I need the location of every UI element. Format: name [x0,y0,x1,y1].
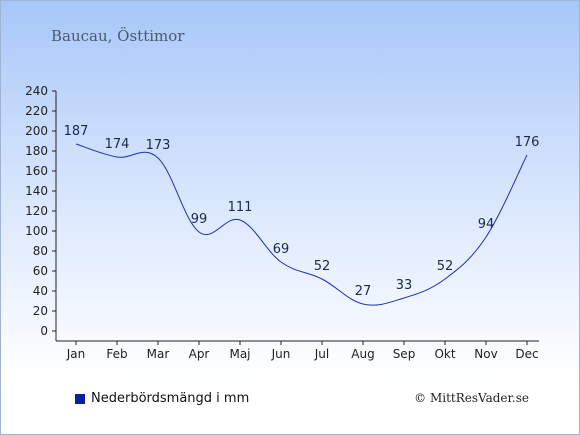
x-tick-label: Jun [271,347,291,361]
data-label: 27 [355,284,372,299]
copyright-notice: © MittResVader.se [414,391,529,405]
x-tick-label: Aug [351,347,374,361]
y-tick-label: 20 [33,304,48,318]
data-label: 94 [478,217,495,232]
y-tick-label: 0 [40,324,48,338]
series-line [75,143,528,306]
x-tick-label: Nov [474,347,497,361]
x-tick-label: Dec [515,347,538,361]
data-label: 99 [191,212,208,227]
y-tick-label: 120 [25,204,48,218]
y-tick-label: 220 [25,104,48,118]
data-label: 52 [314,259,331,274]
x-tick-label: Jan [66,347,86,361]
data-label: 69 [273,242,290,257]
legend-label: Nederbördsmängd i mm [91,391,250,406]
legend-swatch [75,393,85,404]
y-tick-label: 140 [25,184,48,198]
y-tick-label: 200 [25,124,48,138]
x-tick-label: Mar [147,347,170,361]
y-tick-label: 80 [33,244,48,258]
x-tick-label: Jul [314,347,329,361]
y-tick-label: 180 [25,144,48,158]
y-tick-label: 40 [33,284,48,298]
x-tick-label: Maj [229,347,250,361]
y-tick-label: 160 [25,164,48,178]
data-label: 187 [64,124,89,139]
x-tick-label: Feb [106,347,127,361]
y-tick-label: 100 [25,224,48,238]
y-tick-label: 240 [25,84,48,98]
data-label: 173 [146,138,171,153]
y-tick-label: 60 [33,264,48,278]
x-tick-label: Okt [434,347,455,361]
data-label: 33 [396,278,413,293]
data-label: 111 [228,200,253,215]
x-tick-label: Sep [393,347,416,361]
data-label: 176 [515,135,540,150]
x-tick-label: Apr [189,347,210,361]
chart-title: Baucau, Östtimor [51,27,185,45]
legend: Nederbördsmängd i mm [75,391,249,406]
data-label: 52 [437,259,454,274]
data-label: 174 [105,137,130,152]
